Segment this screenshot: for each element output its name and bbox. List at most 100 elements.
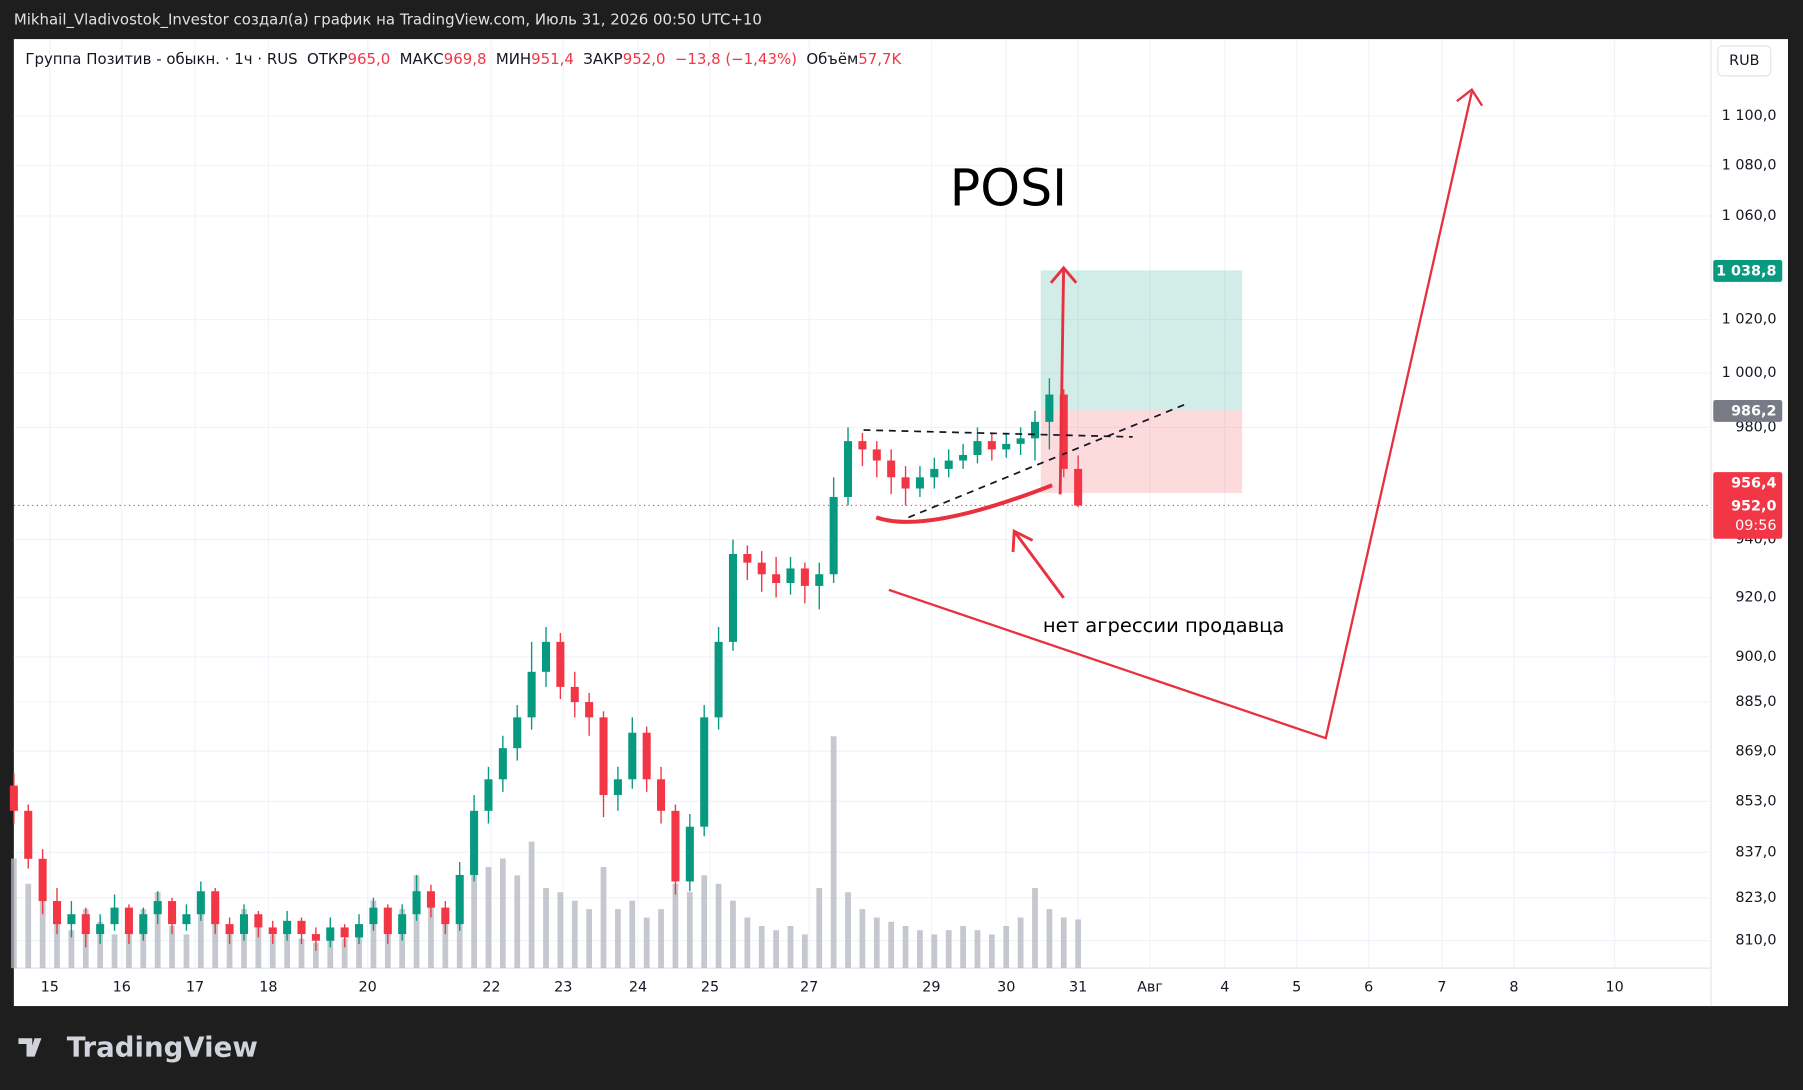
candle-body <box>326 927 335 941</box>
y-tick-label: 1 060,0 <box>1722 208 1777 224</box>
y-tick-label: 1 100,0 <box>1722 108 1777 124</box>
candle-body <box>1030 421 1040 439</box>
logo-icon <box>18 1038 42 1057</box>
volume-bar <box>341 938 348 969</box>
candle-body <box>887 460 896 478</box>
candle-body <box>585 702 594 718</box>
y-tick-label: 823,0 <box>1735 890 1776 906</box>
x-tick-label: 18 <box>259 980 277 996</box>
entry-tag-box <box>1713 399 1783 422</box>
candle-body <box>815 574 824 586</box>
symbol: Группа Позитив - обыкн. · 1ч · RUS <box>25 50 297 68</box>
x-tick-label: Авг <box>1137 980 1163 996</box>
currency-box[interactable] <box>1717 45 1772 77</box>
volume-bar <box>960 925 966 969</box>
candle-body <box>642 732 651 780</box>
volume-bar <box>802 934 808 969</box>
x-tick-label: 25 <box>701 980 719 996</box>
y-tick-label: 810,0 <box>1735 933 1776 949</box>
x-tick-label: 8 <box>1509 980 1518 996</box>
volume-bar <box>499 858 506 969</box>
volume-bar <box>442 917 449 969</box>
volume-bar <box>39 900 46 969</box>
candle-body <box>24 810 33 859</box>
volume-bar <box>97 921 104 969</box>
arrow <box>1049 265 1078 495</box>
candle-body <box>570 686 579 703</box>
candle-body <box>268 927 277 935</box>
candle-body <box>196 891 205 915</box>
candle-body <box>513 717 522 749</box>
stat-value: 969,8 <box>444 50 487 68</box>
position-tool <box>1040 270 1243 494</box>
y-tick-label: 869,0 <box>1735 743 1776 759</box>
volume-bar <box>514 875 521 969</box>
volume-bar <box>859 909 866 969</box>
volume-bar <box>68 930 75 969</box>
volume-bar <box>945 930 952 969</box>
annotation: нет агрессии продавца <box>1043 614 1284 637</box>
volume-bar <box>873 917 880 969</box>
volume-bar <box>615 909 621 969</box>
legend-header: Группа Позитив - обыкн. · 1ч · RUS ОТКР9… <box>25 50 902 68</box>
volume-bar <box>816 888 823 969</box>
volume-bar <box>787 925 794 969</box>
stat-label: ЗАКР <box>583 50 622 68</box>
volume-bar <box>1060 917 1067 969</box>
entry-tag: 986,2 <box>1731 403 1776 419</box>
candle-body <box>297 920 306 935</box>
candle-body <box>728 554 737 642</box>
candle-body <box>671 810 680 882</box>
candle-body <box>455 874 464 925</box>
candle-body <box>110 907 119 925</box>
volume-bar <box>917 930 923 969</box>
candle-body <box>1059 394 1068 469</box>
profit-zone <box>1040 270 1243 411</box>
volume-bar <box>715 883 722 969</box>
countdown: 09:56 <box>1735 518 1776 534</box>
candle-body <box>182 914 191 925</box>
volume-bar <box>931 934 938 969</box>
candle-body <box>915 477 924 489</box>
stat-value: 965,0 <box>347 50 390 68</box>
candle-body <box>714 641 723 718</box>
currency[interactable]: RUB <box>1729 53 1759 69</box>
target-tag: 1 038,8 <box>1716 263 1776 279</box>
target-tag-box <box>1713 259 1783 282</box>
candle-body <box>254 914 263 928</box>
volume-layer <box>10 736 1082 969</box>
candle-body <box>858 441 867 450</box>
volume-bar <box>111 934 118 969</box>
arrow <box>888 88 1484 740</box>
y-tick-label: 900,0 <box>1735 649 1776 665</box>
volume-bar <box>154 892 161 969</box>
candle-body <box>52 901 62 925</box>
volume-bar <box>1032 888 1038 969</box>
candle-body <box>657 779 666 811</box>
stat-value: 951,4 <box>531 50 574 68</box>
candle-body <box>96 924 105 935</box>
volume-bar <box>600 866 607 969</box>
volume-bar <box>1017 917 1024 969</box>
x-tick-label: 23 <box>554 980 572 996</box>
volume-bar <box>1046 909 1053 969</box>
candle-body <box>412 891 421 915</box>
volume-bar <box>313 942 319 969</box>
x-tick-label: 6 <box>1364 980 1373 996</box>
volume-bar <box>543 888 549 969</box>
y-tick-label: 1 020,0 <box>1722 312 1777 328</box>
candle-body <box>901 477 910 489</box>
candle-body <box>470 810 479 875</box>
x-tick-label: 4 <box>1220 980 1229 996</box>
volume-bar <box>845 892 851 969</box>
price-tags: 1 038,8 986,2 956,4 952,0 09:56 <box>1713 259 1783 539</box>
volume-bar <box>528 841 535 969</box>
candle-body <box>168 901 177 925</box>
candle-body <box>1016 438 1025 444</box>
candle-body <box>1002 443 1011 450</box>
volume-value: 57,7K <box>858 50 902 68</box>
candle-body <box>987 441 996 450</box>
volume-bar <box>471 850 477 969</box>
candle-body <box>700 717 709 827</box>
